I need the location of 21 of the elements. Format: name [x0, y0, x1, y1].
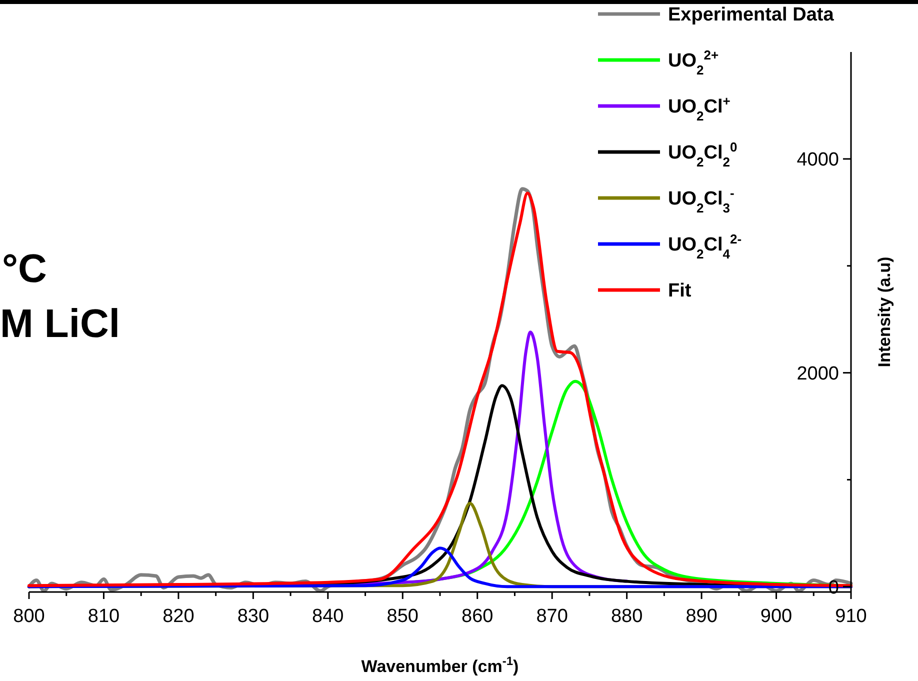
y-tick-label: 2000 — [796, 363, 839, 384]
y-tick-label: 4000 — [796, 150, 839, 171]
x-tick-label: 880 — [610, 606, 643, 627]
x-tick-label: 850 — [386, 606, 418, 627]
x-tick-label: 830 — [237, 606, 270, 627]
legend-label: UO$_{2}$Cl$^{+}$ — [668, 93, 731, 124]
x-axis-title: Wavenumber (cm$^{-1}$) — [361, 654, 519, 676]
x-tick-label: 820 — [162, 606, 194, 627]
legend-label: Fit — [668, 280, 692, 302]
x-tick-label: 840 — [312, 606, 344, 627]
x-tick-label: 900 — [760, 606, 792, 627]
legend-label: Experimental Data — [668, 4, 834, 26]
annotation: °C — [2, 247, 47, 291]
x-tick-label: 870 — [536, 606, 568, 627]
x-tick-label: 860 — [462, 606, 494, 627]
x-tick-label: 910 — [835, 606, 867, 627]
x-tick-label: 800 — [13, 606, 45, 627]
y-axis-title: Intensity (a.u) — [875, 256, 894, 368]
x-tick-label: 890 — [686, 606, 718, 627]
annotation: M LiCl — [0, 302, 120, 346]
x-tick-label: 810 — [88, 606, 120, 627]
